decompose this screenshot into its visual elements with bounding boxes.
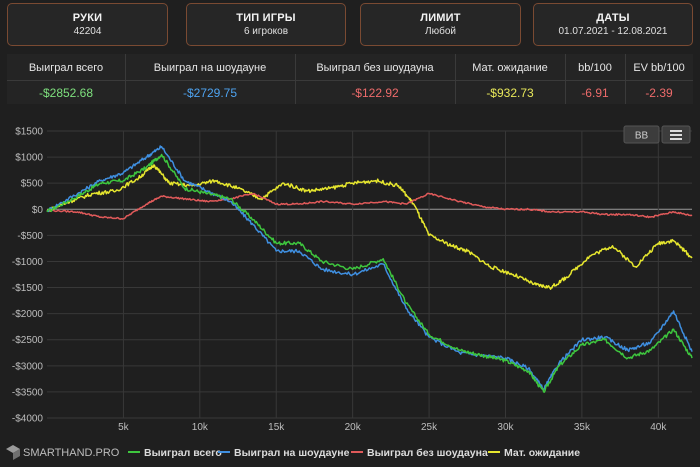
- filter-game-type[interactable]: ТИП ИГРЫ 6 игроков: [186, 3, 346, 46]
- profit-chart: $1500 $1000 $500 $0 -$500 -$1000 -$1500 -$2000 -…: [0, 118, 700, 462]
- filter-limit-value: Любой: [425, 26, 456, 37]
- y-tick-label: -$2500: [12, 335, 44, 346]
- stats-value-nonshowdown: -$122.92: [351, 86, 399, 100]
- x-tick-label: 15k: [268, 422, 285, 433]
- stats-header-ev: Мат. ожидание: [472, 62, 548, 74]
- y-tick-label: $1000: [15, 153, 43, 164]
- stats-table: Выиграл всего Выиграл на шоудауне Выигра…: [7, 54, 693, 104]
- legend-label: Выиграл без шоудауна: [367, 447, 488, 459]
- chart-grid: [47, 130, 692, 419]
- branding: SMARTHAND.PRO: [6, 445, 120, 460]
- chart-background: [0, 118, 700, 462]
- stats-divider: [565, 54, 566, 104]
- y-tick-label: -$2000: [12, 309, 44, 320]
- y-tick-label: $500: [21, 179, 44, 190]
- stats-value-ev: -$932.73: [486, 86, 534, 100]
- legend-label: Выиграл всего: [144, 447, 222, 459]
- stats-header-showdown: Выиграл на шоудауне: [153, 62, 267, 74]
- filter-bar: РУКИ 42204 ТИП ИГРЫ 6 игроков ЛИМИТ Любо…: [0, 0, 700, 52]
- filter-hands-value: 42204: [73, 26, 102, 37]
- y-tick-label: -$1500: [12, 283, 44, 294]
- bb-toggle-label: BB: [635, 131, 649, 142]
- x-tick-label: 30k: [497, 422, 514, 433]
- y-tick-label: $0: [32, 205, 44, 216]
- series-line: [46, 192, 693, 220]
- x-tick-label: 35k: [574, 422, 591, 433]
- brand-name: SMARTHAND.PRO: [23, 447, 120, 459]
- y-tick-label: -$3500: [12, 387, 44, 398]
- series-line: [46, 153, 693, 393]
- chart-axes: $1500 $1000 $500 $0 -$500 -$1000 -$1500 -$2000 -…: [12, 127, 668, 434]
- stats-header-total: Выиграл всего: [28, 62, 104, 74]
- filter-limit-label: ЛИМИТ: [420, 12, 461, 24]
- stats-divider: [125, 54, 126, 104]
- filter-hands-label: РУКИ: [72, 12, 103, 24]
- x-tick-label: 20k: [345, 422, 362, 433]
- stats-value-bb100: -6.91: [581, 86, 609, 100]
- x-tick-label: 40k: [650, 422, 667, 433]
- series-line: [46, 164, 693, 290]
- stats-value-total: -$2852.68: [38, 86, 94, 100]
- y-tick-label: -$1000: [12, 257, 44, 268]
- smarthand-logo-icon: [6, 445, 20, 460]
- bb-toggle-button[interactable]: BB: [623, 125, 660, 144]
- legend-label: Мат. ожидание: [504, 447, 580, 459]
- filter-hands[interactable]: РУКИ 42204: [7, 3, 168, 46]
- chart-legend: Выиграл всего Выиграл на шоудауне Выиграл …: [128, 447, 580, 459]
- filter-game-type-value: 6 игроков: [243, 26, 289, 37]
- filter-game-type-label: ТИП ИГРЫ: [236, 12, 296, 24]
- stats-header-nonshowdown: Выиграл без шоудауна: [316, 62, 434, 74]
- hamburger-menu-icon: [670, 130, 682, 140]
- chart-series: [46, 145, 693, 393]
- stats-value-showdown: -$2729.75: [182, 86, 238, 100]
- y-tick-label: -$500: [17, 231, 43, 242]
- stats-header-row: Выиграл всего Выиграл на шоудауне Выигра…: [7, 56, 693, 80]
- filter-dates-label: ДАТЫ: [596, 12, 630, 24]
- filter-dates-value: 01.07.2021 - 12.08.2021: [558, 26, 668, 37]
- series-line: [46, 145, 693, 391]
- y-tick-label: -$4000: [12, 414, 44, 425]
- stats-header-bb100: bb/100: [578, 62, 612, 74]
- y-tick-label: -$3000: [12, 361, 44, 372]
- stats-value-ev-bb100: -2.39: [645, 86, 673, 100]
- x-tick-label: 25k: [421, 422, 438, 433]
- stats-value-row: -$2852.68 -$2729.75 -$122.92 -$932.73 -6…: [7, 80, 693, 105]
- x-tick-label: 5k: [118, 422, 130, 433]
- stats-divider: [625, 54, 626, 104]
- stats-header-ev-bb100: EV bb/100: [633, 62, 685, 74]
- stats-divider: [455, 54, 456, 104]
- y-tick-label: $1500: [15, 127, 43, 138]
- stats-divider: [295, 54, 296, 104]
- filter-dates[interactable]: ДАТЫ 01.07.2021 - 12.08.2021: [533, 3, 693, 46]
- chart-menu-button[interactable]: [661, 125, 691, 144]
- filter-limit[interactable]: ЛИМИТ Любой: [360, 3, 521, 46]
- legend-label: Выиграл на шоудауне: [234, 447, 350, 459]
- x-tick-label: 10k: [192, 422, 209, 433]
- profit-chart-svg: $1500 $1000 $500 $0 -$500 -$1000 -$1500 -$2000 -…: [0, 118, 700, 462]
